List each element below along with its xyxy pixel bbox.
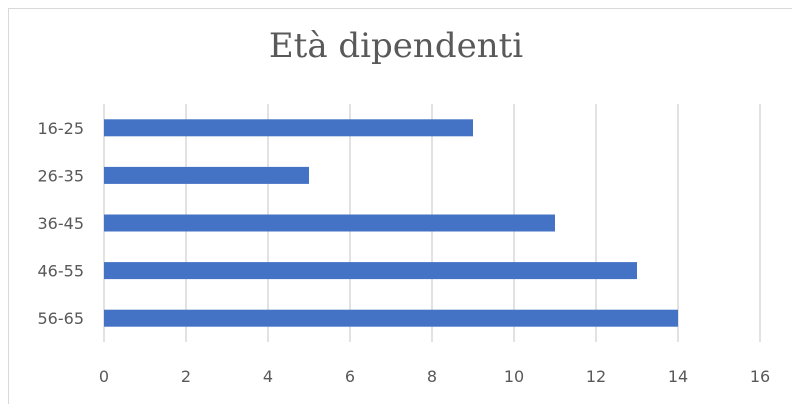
x-tick-label-6: 6 [345,367,355,386]
chart-frame [8,8,792,404]
y-tick-label-26-35: 26-35 [38,166,85,185]
x-tick-label-10: 10 [504,367,524,386]
bar-46-55 [104,262,637,280]
bar-26-35 [104,166,309,184]
chart-title: Età dipendenti [268,26,524,66]
x-tick-label-4: 4 [263,367,273,386]
x-tick-label-12: 12 [586,367,606,386]
y-tick-label-46-55: 46-55 [38,262,85,281]
bar-16-25 [104,119,473,137]
bar-56-65 [104,309,678,327]
y-tick-label-16-25: 16-25 [38,119,85,138]
x-tick-label-14: 14 [668,367,688,386]
y-tick-label-36-45: 36-45 [38,214,85,233]
y-tick-label-56-65: 56-65 [38,309,85,328]
x-tick-label-0: 0 [99,367,109,386]
x-tick-label-16: 16 [750,367,770,386]
bar-36-45 [104,214,555,232]
x-tick-label-2: 2 [181,367,191,386]
x-tick-label-8: 8 [427,367,437,386]
